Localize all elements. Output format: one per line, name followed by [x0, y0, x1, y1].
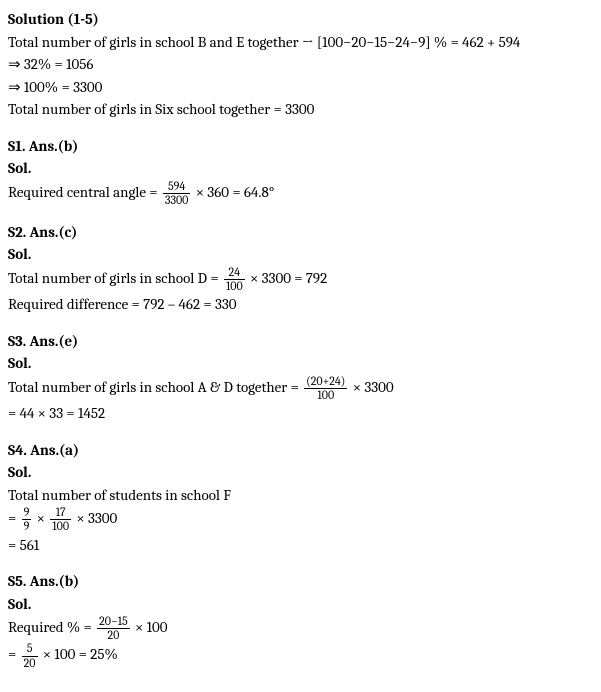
- s3-tail1: × 3300: [349, 378, 393, 396]
- s4-equation: = 99 × 17100 × 3300: [8, 506, 593, 533]
- s4-line3: = 561: [8, 534, 593, 557]
- s5-den1: 20: [97, 629, 130, 642]
- s3-sol: Sol.: [8, 352, 593, 375]
- s4-fractionB: 17100: [50, 506, 71, 533]
- s1-den: 3300: [163, 194, 190, 207]
- s1-sol: Sol.: [8, 157, 593, 180]
- s1-block: S1. Ans.(b) Sol. Required central angle …: [8, 135, 593, 207]
- s5-den2: 20: [22, 657, 38, 670]
- s1-tail: × 360 = 64.8°: [192, 183, 274, 201]
- s5-sol: Sol.: [8, 593, 593, 616]
- s2-line2: Required difference = 792 – 462 = 330: [8, 293, 593, 316]
- header-line3: ⇒ 100% = 3300: [8, 76, 593, 99]
- s5-tail1: × 100: [132, 618, 168, 636]
- s2-heading: S2. Ans.(c): [8, 221, 593, 244]
- s1-fraction: 5943300: [163, 180, 190, 207]
- s3-heading: S3. Ans.(e): [8, 330, 593, 353]
- s2-block: S2. Ans.(c) Sol. Total number of girls i…: [8, 221, 593, 316]
- s5-equation1: Required % = 20−1520 × 100: [8, 615, 593, 642]
- s5-equation2: = 520 × 100 = 25%: [8, 642, 593, 669]
- s3-equation1: Total number of girls in school A & D to…: [8, 375, 593, 402]
- s2-sol: Sol.: [8, 243, 593, 266]
- s2-num1: 24: [224, 266, 245, 280]
- s4-denB: 100: [50, 520, 71, 533]
- solution-title: Solution (1-5): [8, 8, 593, 31]
- s3-block: S3. Ans.(e) Sol. Total number of girls i…: [8, 330, 593, 425]
- s3-den1: 100: [304, 389, 347, 402]
- s4-fractionA: 99: [22, 506, 32, 533]
- s4-line1: Total number of students in school F: [8, 484, 593, 507]
- s3-label1: Total number of girls in school A & D to…: [8, 378, 302, 396]
- s5-tail2: × 100 = 25%: [40, 646, 118, 664]
- s1-heading: S1. Ans.(b): [8, 135, 593, 158]
- s4-heading: S4. Ans.(a): [8, 439, 593, 462]
- s1-label: Required central angle =: [8, 183, 161, 201]
- s5-heading: S5. Ans.(b): [8, 570, 593, 593]
- s5-block: S5. Ans.(b) Sol. Required % = 20−1520 × …: [8, 570, 593, 670]
- s2-equation1: Total number of girls in school D = 2410…: [8, 266, 593, 293]
- s5-fraction1: 20−1520: [97, 615, 130, 642]
- s4-tail: × 3300: [73, 509, 117, 527]
- s4-numB: 17: [50, 506, 71, 520]
- header-line4: Total number of girls in Six school toge…: [8, 98, 593, 121]
- s3-line2: = 44 × 33 = 1452: [8, 402, 593, 425]
- s2-fraction1: 24100: [224, 266, 245, 293]
- s2-label1: Total number of girls in school D =: [8, 269, 222, 287]
- s5-num2: 5: [22, 642, 38, 656]
- s2-den1: 100: [224, 280, 245, 293]
- s4-denA: 9: [22, 520, 32, 533]
- s5-eq-pre: =: [8, 646, 20, 664]
- s1-num: 594: [163, 180, 190, 194]
- s4-block: S4. Ans.(a) Sol. Total number of student…: [8, 439, 593, 556]
- s4-eq-pre: =: [8, 509, 20, 527]
- s2-tail1: × 3300 = 792: [247, 269, 327, 287]
- header-line1: Total number of girls in school B and E …: [8, 31, 593, 54]
- s5-fraction2: 520: [22, 642, 38, 669]
- s4-numA: 9: [22, 506, 32, 520]
- s4-mid: ×: [33, 509, 48, 527]
- solution-header: Solution (1-5) Total number of girls in …: [8, 8, 593, 121]
- s5-label1: Required % =: [8, 618, 95, 636]
- s3-num1: (20+24): [304, 375, 347, 389]
- s3-fraction1: (20+24)100: [304, 375, 347, 402]
- header-line2: ⇒ 32% = 1056: [8, 53, 593, 76]
- s4-sol: Sol.: [8, 461, 593, 484]
- s1-equation: Required central angle = 5943300 × 360 =…: [8, 180, 593, 207]
- s5-num1: 20−15: [97, 615, 130, 629]
